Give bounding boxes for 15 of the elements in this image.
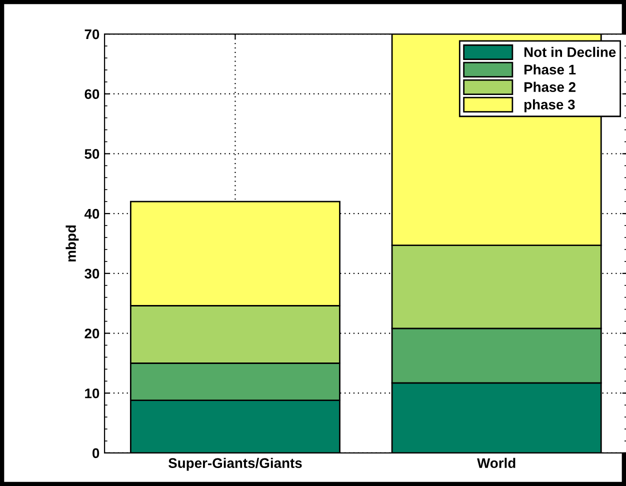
y-axis-title: mbpd — [66, 226, 79, 262]
y-tick-label: 0 — [92, 448, 100, 458]
y-tick-label: 70 — [84, 29, 100, 40]
y-tick-label: 50 — [84, 149, 100, 159]
x-tick-label: World — [477, 458, 516, 468]
y-tick-label: 20 — [84, 328, 100, 338]
y-tick-label: 40 — [84, 208, 100, 219]
legend-label: Phase 2 — [524, 82, 576, 92]
legend-label: Not in Decline — [524, 46, 616, 58]
y-tick-label: 10 — [85, 388, 100, 398]
legend-label: Phase 1 — [524, 64, 576, 75]
y-tick-label: 30 — [84, 268, 100, 279]
x-tick-label: Super-Giants/Giants — [168, 458, 302, 471]
y-tick-label: 60 — [84, 89, 100, 100]
legend-label: phase 3 — [524, 99, 575, 112]
